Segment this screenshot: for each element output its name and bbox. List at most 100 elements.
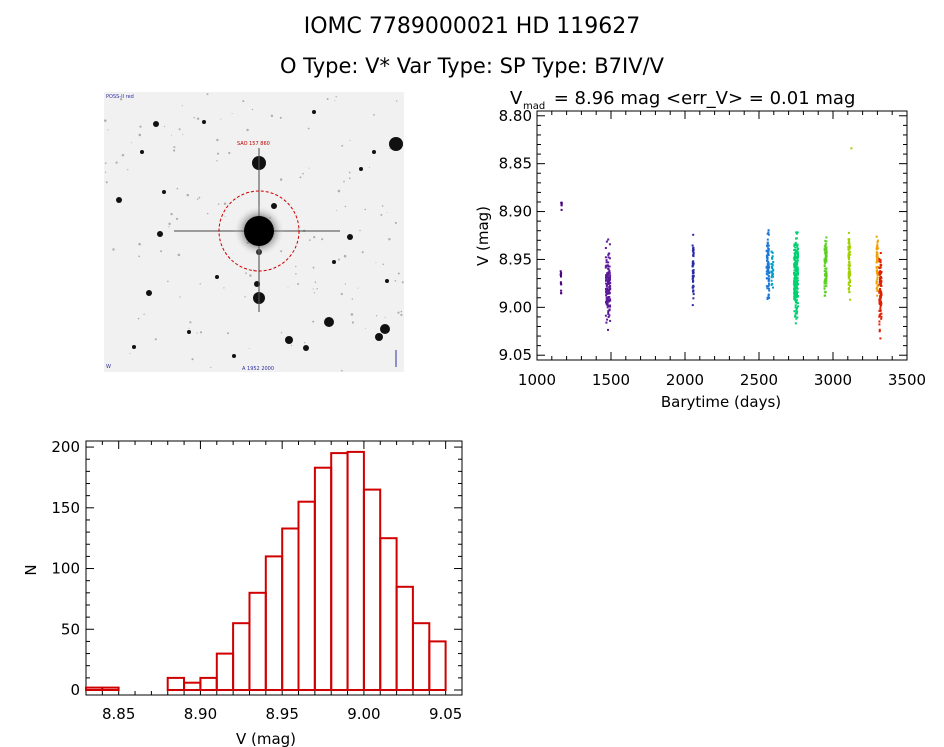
faint-star xyxy=(316,287,318,290)
data-point xyxy=(823,260,826,263)
data-point xyxy=(770,270,773,273)
data-point xyxy=(879,337,882,340)
histogram-bar xyxy=(264,555,284,692)
data-point xyxy=(767,250,770,252)
faint-star xyxy=(107,129,109,131)
data-point xyxy=(876,271,879,274)
data-point xyxy=(766,262,769,265)
data-point xyxy=(795,301,798,303)
histogram-xlabel: V (mag) xyxy=(236,730,296,747)
data-point xyxy=(880,294,883,297)
data-point xyxy=(794,250,797,253)
y-tick-label: 50 xyxy=(61,620,80,638)
data-point xyxy=(797,253,799,255)
faint-star xyxy=(143,313,145,316)
field-star xyxy=(153,121,159,127)
faint-star xyxy=(217,203,220,205)
finder-image: POSS-II red SAO 157 860 A 1952 2000 W xyxy=(104,92,404,372)
data-point xyxy=(795,281,798,284)
data-point xyxy=(607,292,610,295)
data-point xyxy=(560,204,563,207)
data-point xyxy=(793,266,796,269)
data-point xyxy=(795,279,798,282)
data-point xyxy=(691,244,694,247)
data-point xyxy=(823,248,826,251)
data-point xyxy=(879,283,882,286)
field-star xyxy=(380,324,390,334)
data-point xyxy=(766,266,769,269)
data-point xyxy=(824,294,827,297)
data-point xyxy=(605,264,608,267)
data-point xyxy=(825,250,828,253)
data-point xyxy=(879,305,882,308)
data-point xyxy=(795,300,797,303)
data-point xyxy=(766,264,769,266)
light-curve-frame xyxy=(536,110,908,361)
data-point xyxy=(825,250,828,253)
data-point xyxy=(797,272,799,275)
data-point xyxy=(767,264,769,267)
faint-star xyxy=(280,250,283,253)
data-point xyxy=(848,269,851,272)
field-star xyxy=(116,197,122,203)
data-point xyxy=(795,231,798,234)
faint-star xyxy=(104,162,107,165)
data-point xyxy=(823,259,826,261)
data-point xyxy=(847,245,850,248)
data-point xyxy=(605,290,607,293)
data-point xyxy=(795,267,798,270)
data-point xyxy=(878,281,881,284)
data-point xyxy=(559,281,562,284)
faint-star xyxy=(381,205,384,207)
data-point xyxy=(876,285,879,288)
faint-star xyxy=(380,213,383,216)
data-point xyxy=(793,288,795,291)
data-point xyxy=(608,271,610,274)
data-point xyxy=(875,287,878,290)
data-point xyxy=(691,286,694,289)
data-point xyxy=(767,263,770,266)
faint-star xyxy=(220,118,222,120)
data-point xyxy=(848,264,851,267)
data-point xyxy=(692,290,695,293)
data-point xyxy=(794,283,797,285)
data-point xyxy=(796,284,798,287)
faint-star xyxy=(196,198,199,200)
data-point xyxy=(848,262,851,265)
data-point xyxy=(766,266,769,269)
data-point xyxy=(880,292,883,295)
histogram-bar xyxy=(395,585,414,691)
data-point xyxy=(771,263,774,266)
data-point xyxy=(609,319,612,322)
data-point xyxy=(825,255,828,258)
data-point xyxy=(793,258,796,261)
data-point xyxy=(796,277,799,279)
y-tick-label: 0 xyxy=(70,681,80,699)
faint-star xyxy=(193,116,195,119)
data-point xyxy=(796,247,799,250)
data-point xyxy=(876,253,879,256)
data-point xyxy=(606,276,609,279)
data-point xyxy=(692,262,695,265)
faint-star xyxy=(198,196,201,199)
histogram-bar xyxy=(281,527,300,691)
data-point xyxy=(796,307,798,309)
data-point xyxy=(605,291,608,294)
faint-star xyxy=(131,142,133,144)
data-point xyxy=(848,250,851,253)
data-point xyxy=(796,248,799,250)
data-point xyxy=(824,242,827,245)
data-point xyxy=(878,258,881,261)
faint-star xyxy=(139,125,142,128)
data-point xyxy=(795,277,798,280)
faint-star xyxy=(334,100,336,102)
data-point xyxy=(765,270,768,273)
data-point xyxy=(607,273,610,276)
faint-star xyxy=(105,181,108,184)
data-point xyxy=(793,292,796,295)
data-point xyxy=(793,256,796,259)
data-point xyxy=(847,264,850,267)
data-point xyxy=(795,295,798,298)
faint-star xyxy=(335,96,337,98)
faint-star xyxy=(228,151,231,155)
